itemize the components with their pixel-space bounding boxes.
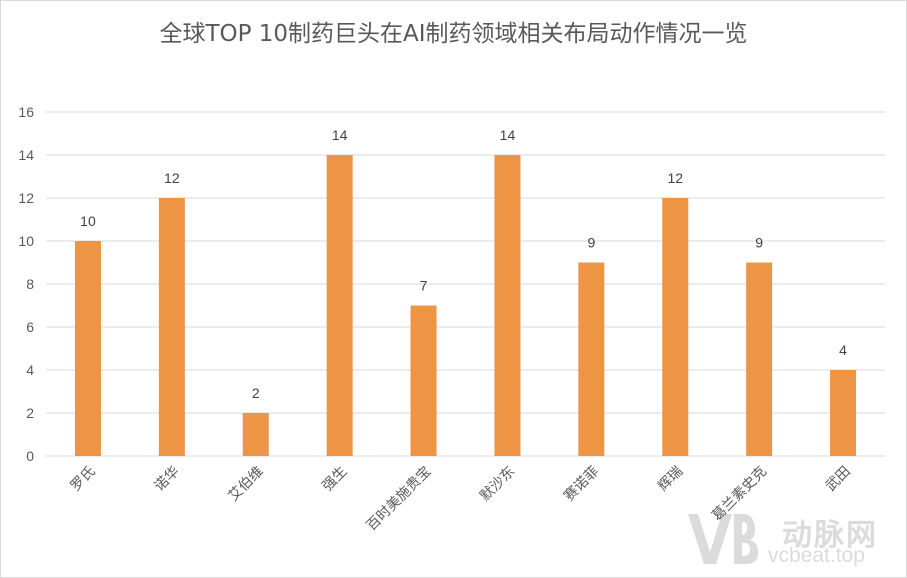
data-label: 9 [755,235,763,251]
category-label: 辉瑞 [655,464,686,495]
bars [74,155,857,456]
bar [326,155,353,456]
category-label: 强生 [319,464,350,495]
bar [74,241,101,456]
y-tick-label: 0 [26,448,34,464]
category-label: 武田 [823,464,854,495]
category-label: 百时美施贵宝 [364,464,435,535]
data-label: 14 [500,127,516,143]
y-tick-label: 12 [18,190,34,206]
data-label: 4 [839,342,847,358]
category-label: 默沙东 [477,464,518,505]
chart-title: 全球TOP 10制药巨头在AI制药领域相关布局动作情况一览 [159,21,748,47]
bar [158,198,185,456]
data-label: 7 [420,278,428,294]
bar [242,413,269,456]
bar [410,305,437,456]
data-label: 12 [667,170,683,186]
watermark-logo: 动脉网 vcbeat.top [682,506,902,572]
bar [746,262,773,456]
gridlines [46,111,885,457]
category-label: 艾伯维 [226,464,267,505]
watermark-brand: 动脉网 [782,518,878,553]
category-label: 赛诺菲 [561,464,602,505]
vb-logo-icon [688,514,759,564]
data-label: 10 [80,213,96,229]
y-tick-label: 6 [26,319,34,335]
data-label: 14 [332,127,348,143]
data-label: 9 [587,235,595,251]
bar [578,262,605,456]
data-labels: 10 12 2 14 7 14 9 12 9 4 [80,127,847,401]
y-tick-label: 10 [18,233,34,249]
y-tick-label: 4 [26,362,34,378]
category-label: 罗氏 [68,464,99,495]
y-tick-label: 2 [26,405,34,421]
y-tick-label: 16 [18,104,34,120]
y-tick-label: 8 [26,276,34,292]
category-label: 诺华 [152,464,183,495]
y-axis-ticks: 0 2 4 6 8 10 12 14 16 [18,104,34,464]
data-label: 2 [252,385,260,401]
data-label: 12 [164,170,180,186]
bar [830,370,857,456]
bar [662,198,689,456]
bar [494,155,521,456]
watermark-url: vcbeat.top [768,544,865,567]
y-tick-label: 14 [18,147,34,163]
